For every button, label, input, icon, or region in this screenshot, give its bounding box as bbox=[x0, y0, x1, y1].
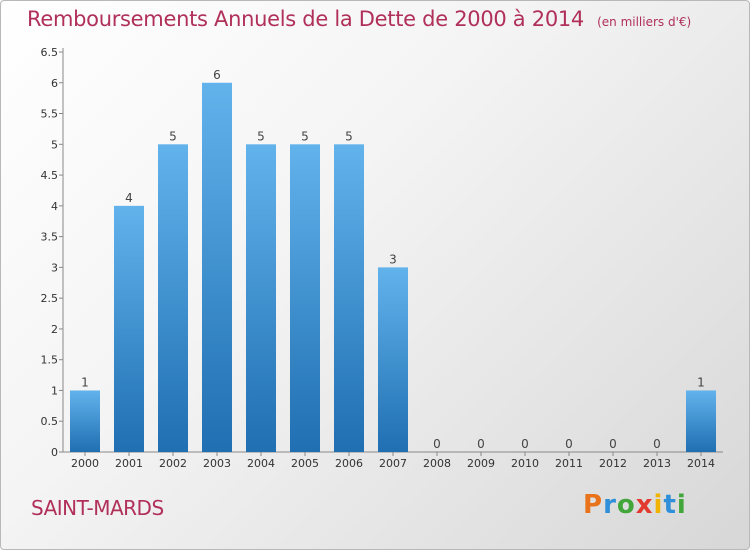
y-tick-label: 1 bbox=[51, 384, 58, 397]
data-label-2013: 0 bbox=[653, 437, 661, 451]
x-tick-label-2004: 2004 bbox=[247, 457, 275, 470]
x-tick-label-2002: 2002 bbox=[159, 457, 187, 470]
data-label-2000: 1 bbox=[81, 375, 89, 389]
data-label-2007: 3 bbox=[389, 252, 397, 266]
x-tick-label-2012: 2012 bbox=[599, 457, 627, 470]
bars bbox=[70, 82, 716, 453]
x-tick-label-2008: 2008 bbox=[423, 457, 451, 470]
data-label-2002: 5 bbox=[169, 129, 177, 143]
bar-2000 bbox=[70, 390, 100, 452]
x-tick-label-2003: 2003 bbox=[203, 457, 231, 470]
y-tick-label: 3 bbox=[51, 261, 58, 274]
x-tick-label-2013: 2013 bbox=[643, 457, 671, 470]
y-tick-label: 2.5 bbox=[41, 292, 59, 305]
y-tick-label: 3.5 bbox=[41, 231, 59, 244]
bar-2007 bbox=[378, 267, 408, 452]
bar-2014 bbox=[686, 390, 716, 452]
logo-letter: i bbox=[676, 490, 687, 520]
x-tick-label-2005: 2005 bbox=[291, 457, 319, 470]
data-label-2003: 6 bbox=[213, 68, 221, 82]
bar-2006 bbox=[334, 144, 364, 453]
title-row: Remboursements Annuels de la Dette de 20… bbox=[27, 7, 691, 31]
y-ticks: 0 0.5 1 1.5 2 2.5 3 3.5 4 4.5 5 5.5 6 6.5 bbox=[41, 46, 63, 459]
data-label-2006: 5 bbox=[345, 129, 353, 143]
bar-2003 bbox=[202, 82, 232, 453]
x-ticks: 2000 2001 2002 2003 2004 2005 2006 2007 2008 2009… bbox=[71, 452, 715, 470]
y-tick-label: 5 bbox=[51, 138, 58, 151]
y-tick-label: 6.5 bbox=[41, 46, 59, 59]
x-tick-label-2014: 2014 bbox=[687, 457, 715, 470]
x-tick-label-2006: 2006 bbox=[335, 457, 363, 470]
x-tick-label-2009: 2009 bbox=[467, 457, 495, 470]
x-tick-label-2010: 2010 bbox=[511, 457, 539, 470]
y-tick-label: 6 bbox=[51, 77, 58, 90]
data-label-2014: 1 bbox=[697, 375, 705, 389]
y-tick-label: 5.5 bbox=[41, 108, 59, 121]
bar-2001 bbox=[114, 205, 144, 452]
y-tick-label: 0.5 bbox=[41, 415, 59, 428]
logo-letter: t bbox=[663, 490, 677, 520]
x-tick-label-2011: 2011 bbox=[555, 457, 583, 470]
x-tick-label-2001: 2001 bbox=[115, 457, 143, 470]
x-tick-label-2000: 2000 bbox=[71, 457, 99, 470]
commune-name: SAINT-MARDS bbox=[31, 496, 164, 520]
data-label-2008: 0 bbox=[433, 437, 441, 451]
data-label-2011: 0 bbox=[565, 437, 573, 451]
y-tick-label: 4 bbox=[51, 200, 58, 213]
data-label-2012: 0 bbox=[609, 437, 617, 451]
data-label-2010: 0 bbox=[521, 437, 529, 451]
logo-letter: P bbox=[583, 490, 604, 520]
y-tick-label: 1.5 bbox=[41, 354, 59, 367]
data-labels: 1 4 5 6 5 5 5 3 0 0 0 0 0 0 1 bbox=[81, 68, 705, 451]
data-label-2001: 4 bbox=[125, 191, 133, 205]
y-tick-label: 0 bbox=[51, 446, 58, 459]
y-tick-label: 4.5 bbox=[41, 169, 59, 182]
bar-2005 bbox=[290, 144, 320, 453]
bar-2004 bbox=[246, 144, 276, 453]
bar-2002 bbox=[158, 144, 188, 453]
data-label-2004: 5 bbox=[257, 129, 265, 143]
data-label-2009: 0 bbox=[477, 437, 485, 451]
logo-letter: i bbox=[653, 490, 664, 520]
chart-title: Remboursements Annuels de la Dette de 20… bbox=[27, 7, 584, 31]
y-tick-label: 2 bbox=[51, 323, 58, 336]
logo-letter: o bbox=[616, 490, 636, 520]
data-label-2005: 5 bbox=[301, 129, 309, 143]
logo-letter: x bbox=[635, 490, 654, 520]
logo-letter: r bbox=[603, 490, 617, 520]
chart-subtitle: (en milliers d'€) bbox=[597, 15, 692, 29]
x-tick-label-2007: 2007 bbox=[379, 457, 407, 470]
proxiti-logo: Proxiti bbox=[583, 490, 687, 520]
